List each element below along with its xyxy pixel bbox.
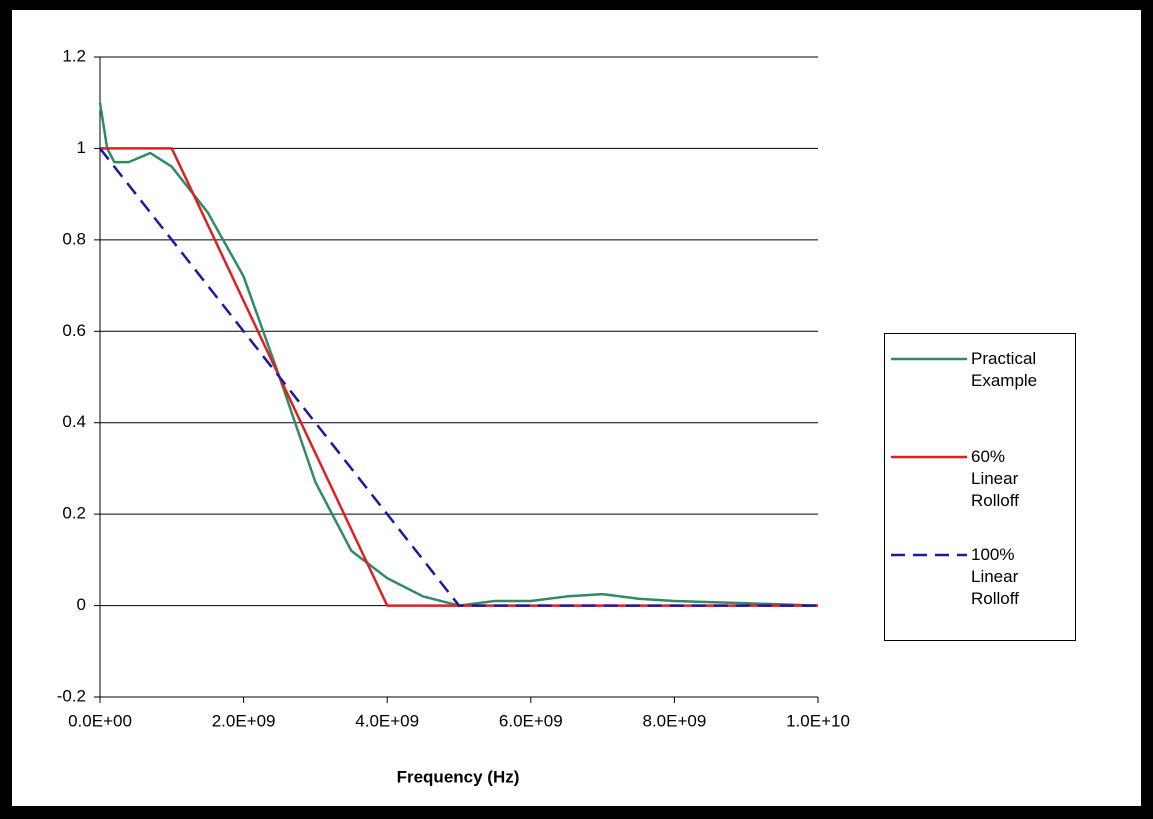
x-tick-label: 0.0E+00 [68, 711, 132, 730]
y-tick-label: 0.6 [62, 321, 86, 340]
x-tick-label: 2.0E+09 [212, 711, 276, 730]
legend: Practical Example 60% Linear Rolloff 100% … [884, 333, 1076, 641]
y-tick-label: 0 [77, 595, 86, 614]
legend-swatch [891, 357, 967, 361]
legend-swatch [891, 455, 967, 459]
y-tick-label: 0.8 [62, 229, 86, 248]
y-tick-label: -0.2 [57, 686, 86, 705]
legend-label: 100% Linear Rolloff [971, 545, 1019, 608]
x-tick-label: 6.0E+09 [499, 711, 563, 730]
legend-swatch [891, 553, 967, 557]
series-line [100, 147, 818, 607]
x-tick-label: 8.0E+09 [642, 711, 706, 730]
legend-label: Practical Example [971, 349, 1038, 390]
series-line [98, 102, 819, 607]
y-tick-label: 0.2 [62, 504, 86, 523]
y-tick-label: 1 [77, 138, 86, 157]
x-tick-label: 1.0E+10 [786, 711, 850, 730]
legend-label: 60% Linear Rolloff [971, 447, 1019, 510]
y-tick-label: 0.4 [62, 412, 86, 431]
x-tick-label: 4.0E+09 [355, 711, 419, 730]
x-axis-title: Frequency (Hz) [397, 767, 520, 786]
y-tick-label: 1.2 [62, 46, 86, 65]
series-line [99, 147, 818, 607]
